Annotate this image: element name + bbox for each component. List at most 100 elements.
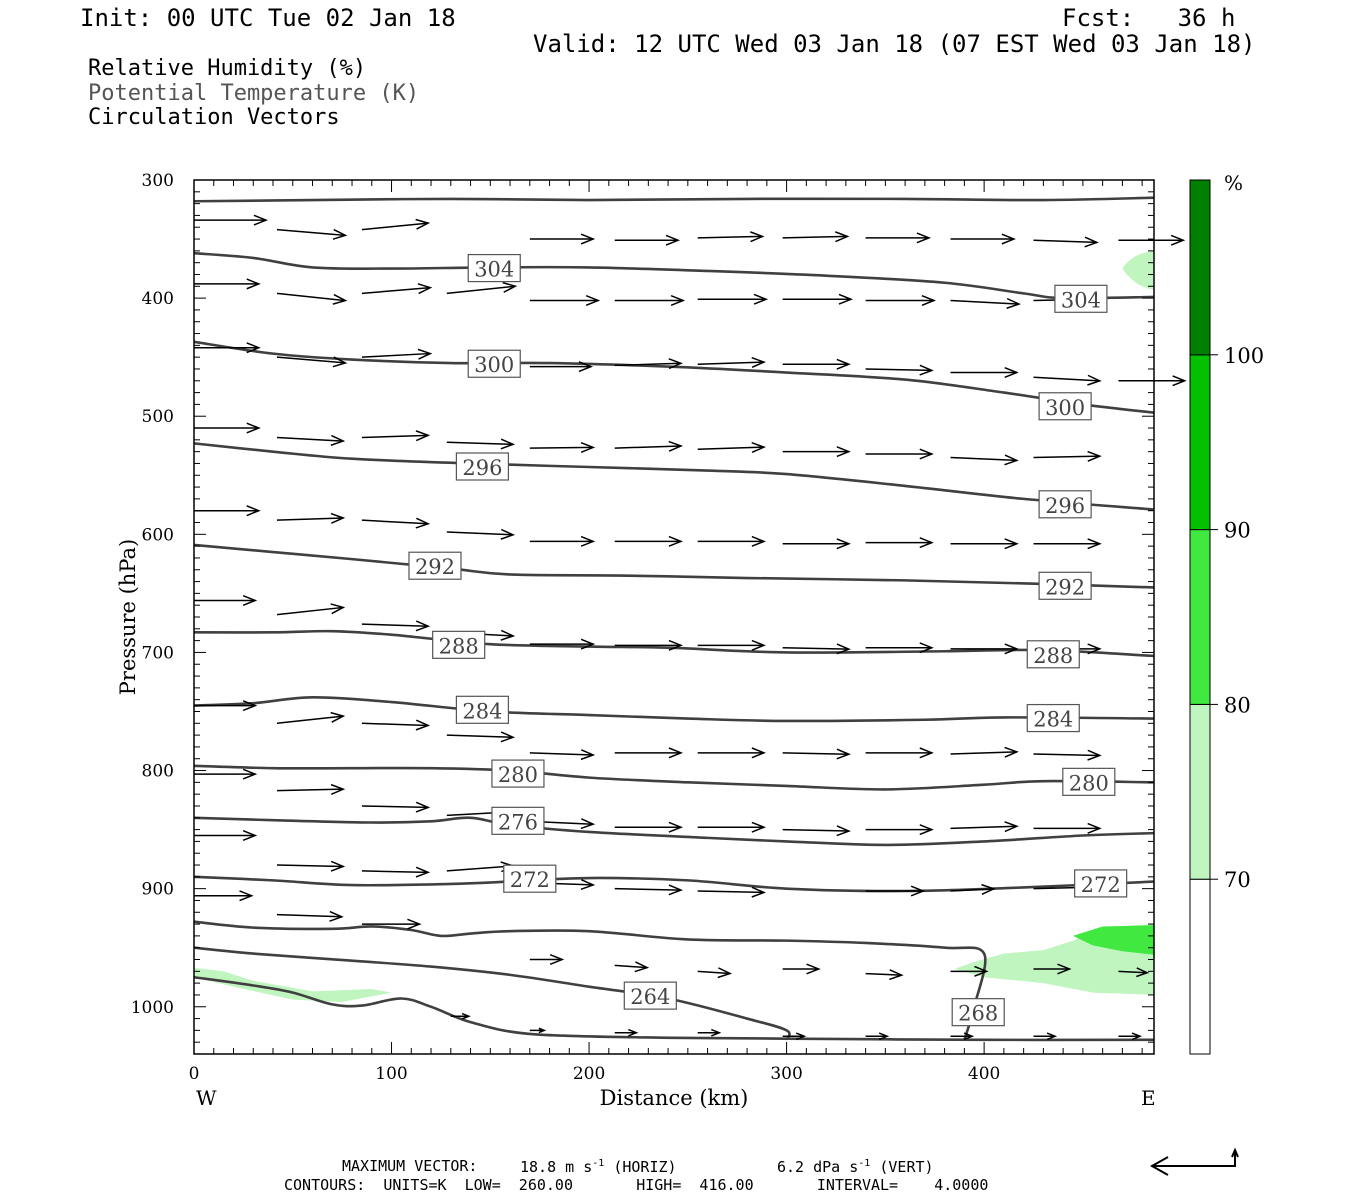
contour-label-box <box>432 630 486 659</box>
circulation-vectors <box>194 214 1187 1041</box>
theta-contour <box>193 196 1155 203</box>
y-tick-label: 1000 <box>131 998 174 1018</box>
circulation-vector <box>194 342 261 354</box>
contour-label-text: 264 <box>630 985 670 1009</box>
contour-label-box <box>1038 490 1092 519</box>
plot-axes: 0 100 200 300 400 300 400 500 600 700 800 900 1000 <box>131 171 1155 1084</box>
colorbar-label: 90 <box>1224 519 1251 543</box>
circulation-vector <box>194 890 254 902</box>
y-tick-label: 400 <box>142 289 174 309</box>
contour-label-text: 300 <box>474 353 514 377</box>
circulation-vector <box>865 747 934 759</box>
circulation-vector <box>614 961 650 973</box>
circulation-vector <box>529 294 601 306</box>
circulation-vector <box>865 642 934 654</box>
circulation-vector <box>865 232 931 244</box>
max-horiz-value: 18.8 m s-1 (HORIZ) <box>520 1158 677 1176</box>
contour-label-box <box>1038 392 1092 421</box>
contour-label-box <box>1062 767 1116 796</box>
circulation-vector <box>865 448 934 460</box>
circulation-vector <box>276 910 344 922</box>
circulation-vector <box>361 801 431 813</box>
theta-contour <box>193 340 1155 414</box>
circulation-vector <box>1033 538 1102 550</box>
rh-region <box>194 967 392 1003</box>
circulation-vector <box>865 824 934 836</box>
circulation-vector <box>697 293 769 305</box>
colorbar-swatch <box>1189 179 1211 356</box>
circulation-vector <box>1118 234 1186 246</box>
circulation-vector <box>1033 822 1102 834</box>
contour-label-box <box>1038 571 1092 600</box>
x-tick-label: 200 <box>573 1064 605 1084</box>
contour-label-text: 268 <box>958 1002 998 1026</box>
circulation-vector <box>446 281 518 295</box>
circulation-vector <box>529 638 596 650</box>
valid-time: Valid: 12 UTC Wed 03 Jan 18 (07 EST Wed … <box>533 30 1256 58</box>
circulation-vector <box>614 639 684 651</box>
theta-contour <box>193 920 987 1041</box>
east-label: E <box>1141 1086 1156 1110</box>
x-tick-label: 0 <box>189 1064 200 1084</box>
contour-label-text: 304 <box>474 258 514 282</box>
circulation-vector <box>446 731 516 743</box>
circulation-vector <box>276 228 348 240</box>
circulation-vector <box>529 442 596 454</box>
circulation-vector <box>782 293 854 305</box>
circulation-vector <box>1033 963 1072 975</box>
circulation-vector <box>614 1028 639 1037</box>
circulation-vector <box>950 746 1019 758</box>
plot-frame <box>193 179 1155 1055</box>
max-vector-label: MAXIMUM VECTOR: <box>342 1157 478 1175</box>
rh-region <box>1073 925 1154 955</box>
contour-label: 288 <box>1026 640 1080 669</box>
circulation-vector <box>194 829 258 842</box>
circulation-vector <box>782 1032 807 1041</box>
circulation-vector <box>697 1028 722 1037</box>
theta-contour <box>193 875 1155 893</box>
theta-contour <box>193 946 791 1041</box>
init-time: Init: 00 UTC Tue 02 Jan 18 <box>80 4 456 32</box>
theta-contour <box>193 251 1155 300</box>
contour-label: 288 <box>432 630 486 659</box>
circulation-vector <box>950 965 989 977</box>
field-rh-label: Relative Humidity (%) <box>88 56 367 81</box>
colorbar-swatch <box>1189 529 1211 705</box>
circulation-vector <box>276 292 348 305</box>
circulation-vector <box>950 1032 975 1041</box>
theta-contour <box>193 764 1155 791</box>
contour-label: 284 <box>455 695 509 724</box>
circulation-vector <box>614 358 684 370</box>
contour-label: 276 <box>491 806 545 835</box>
y-tick-label: 300 <box>142 171 174 191</box>
circulation-vector <box>697 821 766 833</box>
theta-contour <box>193 975 1155 1042</box>
contour-label: 292 <box>1038 571 1092 600</box>
contour-label-text: 296 <box>462 456 502 480</box>
circulation-vector <box>529 233 596 245</box>
circulation-vector <box>276 512 346 524</box>
circulation-vector <box>782 748 851 760</box>
circulation-vector <box>446 528 516 540</box>
colorbar-swatch <box>1189 878 1211 1055</box>
circulation-vector <box>361 430 431 442</box>
theta-contour <box>193 696 1155 723</box>
field-vectors-label: Circulation Vectors <box>88 105 340 130</box>
circulation-vector <box>614 294 686 306</box>
circulation-vector <box>276 860 346 872</box>
y-tick-label: 800 <box>142 762 174 782</box>
contour-label-text: 288 <box>1033 644 1073 668</box>
contour-label-text: 292 <box>1045 575 1085 599</box>
contour-label-text: 288 <box>439 634 479 658</box>
contour-label-box <box>491 806 545 835</box>
circulation-vector <box>865 885 926 897</box>
contour-label: 280 <box>491 759 545 788</box>
circulation-vector <box>950 643 1019 655</box>
circulation-vector <box>1033 236 1099 248</box>
circulation-vector <box>865 1032 890 1041</box>
contour-label: 268 <box>951 998 1005 1027</box>
circulation-vector <box>697 231 765 243</box>
circulation-vector <box>529 1027 547 1034</box>
theta-contour <box>193 629 1155 658</box>
contour-label: 300 <box>1038 392 1092 421</box>
